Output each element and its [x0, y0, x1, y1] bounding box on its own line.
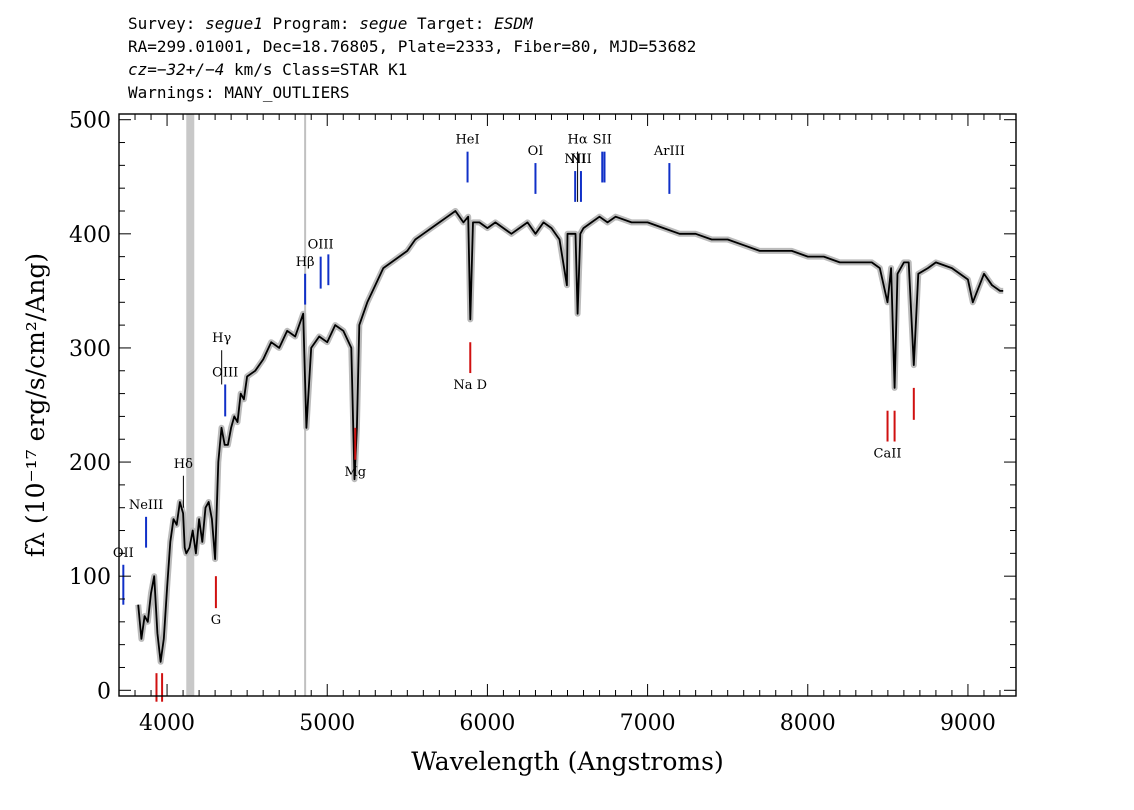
y-tick-label: 200 — [69, 451, 111, 476]
x-tick-label: 8000 — [780, 711, 836, 736]
error-band-path — [135, 208, 1004, 665]
line-marker-label: OIII — [308, 238, 334, 253]
x-tick-label: 9000 — [940, 711, 996, 736]
masked-regions — [186, 114, 307, 696]
line-marker-label: G — [211, 613, 221, 628]
axes: 4000 5000 6000 7000 8000 9000 0 100 200 300 400 500 — [69, 109, 1017, 736]
line-marker-label: HeI — [455, 133, 479, 148]
x-tick-label: 5000 — [299, 711, 355, 736]
survey-value: segue1 — [205, 14, 263, 33]
spectrum-line — [137, 210, 1004, 663]
header-line-survey: Survey: segue1 Program: segue Target: ES… — [128, 12, 696, 35]
x-axis-title: Wavelength (Angstroms) — [411, 747, 723, 776]
program-value: segue — [359, 14, 408, 33]
program-label: Program: — [262, 14, 360, 33]
y-tick-label: 300 — [69, 337, 111, 362]
line-marker-label: Hγ — [212, 331, 231, 346]
spectrum-header: Survey: segue1 Program: segue Target: ES… — [128, 12, 696, 104]
cz-value: cz=−32+/−4 — [128, 60, 225, 79]
y-tick-label: 100 — [69, 565, 111, 590]
spectrum-series — [137, 210, 1004, 663]
y-tick-label: 500 — [69, 109, 111, 134]
class-value: km/s Class=STAR K1 — [224, 60, 408, 79]
line-marker-label: Mg — [344, 465, 366, 480]
line-marker-label: Na D — [453, 378, 487, 393]
line-marker-label: Hδ — [174, 457, 193, 472]
x-tick-label: 7000 — [620, 711, 676, 736]
error-band — [135, 208, 1004, 665]
header-line-redshift: cz=−32+/−4 km/s Class=STAR K1 — [128, 58, 696, 81]
y-axis-title: fλ (10⁻¹⁷ erg/s/cm²/Ang) — [21, 253, 50, 557]
x-tick-label: 6000 — [459, 711, 515, 736]
line-marker-label: ArIII — [653, 144, 685, 159]
line-marker-label: Hβ — [296, 255, 315, 270]
masked-band — [186, 114, 195, 696]
survey-label: Survey: — [128, 14, 206, 33]
line-marker-label: OIII — [212, 365, 238, 380]
line-marker-label: SII — [593, 133, 612, 148]
target-value: ESDM — [494, 14, 533, 33]
header-line-coordinates: RA=299.01001, Dec=18.76805, Plate=2333, … — [128, 37, 697, 56]
line-marker-label: Hα — [568, 133, 588, 148]
line-marker-label: CaII — [874, 447, 902, 462]
x-tick-label: 4000 — [139, 711, 195, 736]
line-marker-label: NII — [570, 152, 592, 167]
line-marker-label: NII — [564, 152, 586, 167]
line-marker-label: NeIII — [129, 498, 163, 513]
y-tick-label: 400 — [69, 223, 111, 248]
line-marker-label: OI — [528, 144, 544, 159]
y-tick-label: 0 — [97, 679, 111, 704]
target-label: Target: — [407, 14, 495, 33]
plot-frame — [118, 113, 1017, 697]
header-line-warnings: Warnings: MANY_OUTLIERS — [128, 83, 350, 102]
